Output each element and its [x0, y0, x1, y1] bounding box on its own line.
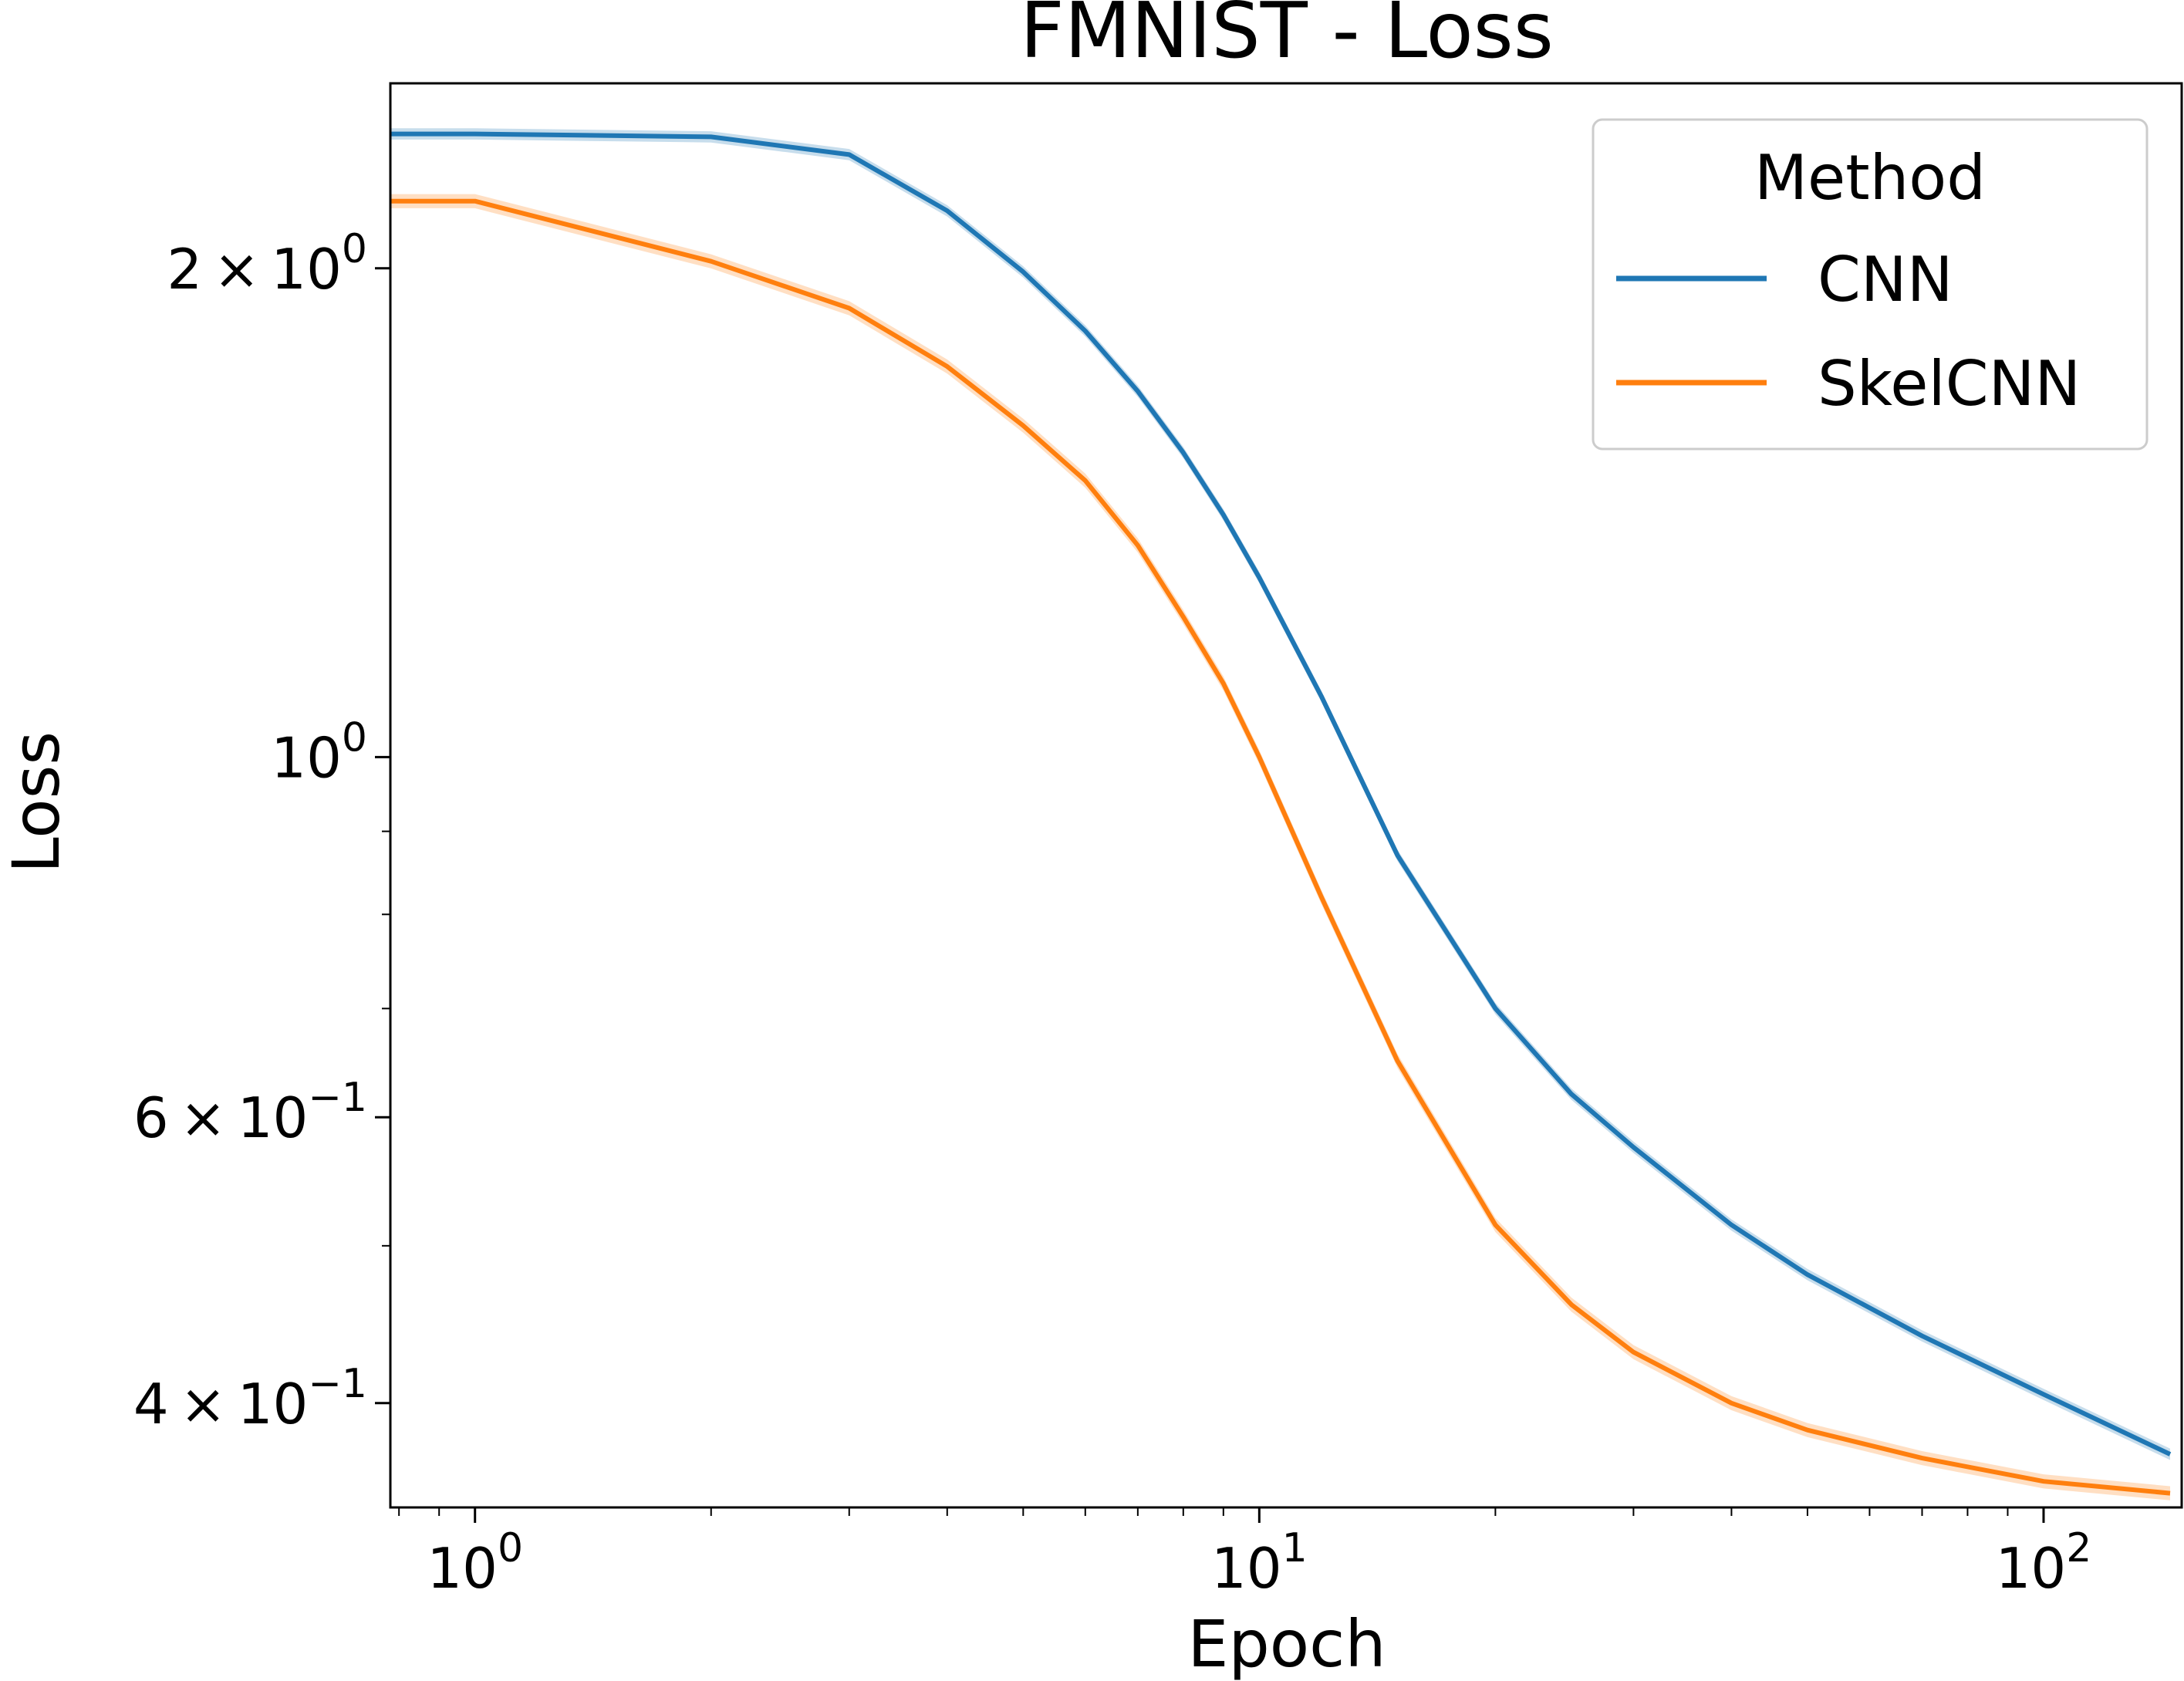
legend: Method CNN SkelCNN — [1593, 120, 2147, 449]
legend-title: Method — [1754, 142, 1986, 214]
x-tick-label: 101 — [1211, 1525, 1308, 1601]
y-axis-label: Loss — [0, 731, 74, 873]
legend-label-cnn: CNN — [1818, 244, 1953, 316]
y-tick-label: 4 × 10−1 — [133, 1361, 367, 1436]
y-axis-ticks: 2 × 100 100 6 × 10−1 4 × 10−1 — [133, 226, 390, 1436]
loss-chart: FMNIST - Loss 100 101 102 2 × 100 100 6 × 10… — [0, 0, 2184, 1681]
chart-title: FMNIST - Loss — [1020, 0, 1554, 76]
x-axis-ticks: 100 101 102 — [399, 1507, 2091, 1601]
y-tick-label: 100 — [271, 714, 367, 790]
x-tick-label: 102 — [1996, 1525, 2092, 1601]
y-tick-label: 6 × 10−1 — [133, 1075, 367, 1150]
y-tick-label: 2 × 100 — [167, 226, 367, 302]
x-axis-label: Epoch — [1187, 1606, 1386, 1681]
legend-label-skelcnn: SkelCNN — [1818, 348, 2081, 420]
x-tick-label: 100 — [427, 1525, 523, 1601]
